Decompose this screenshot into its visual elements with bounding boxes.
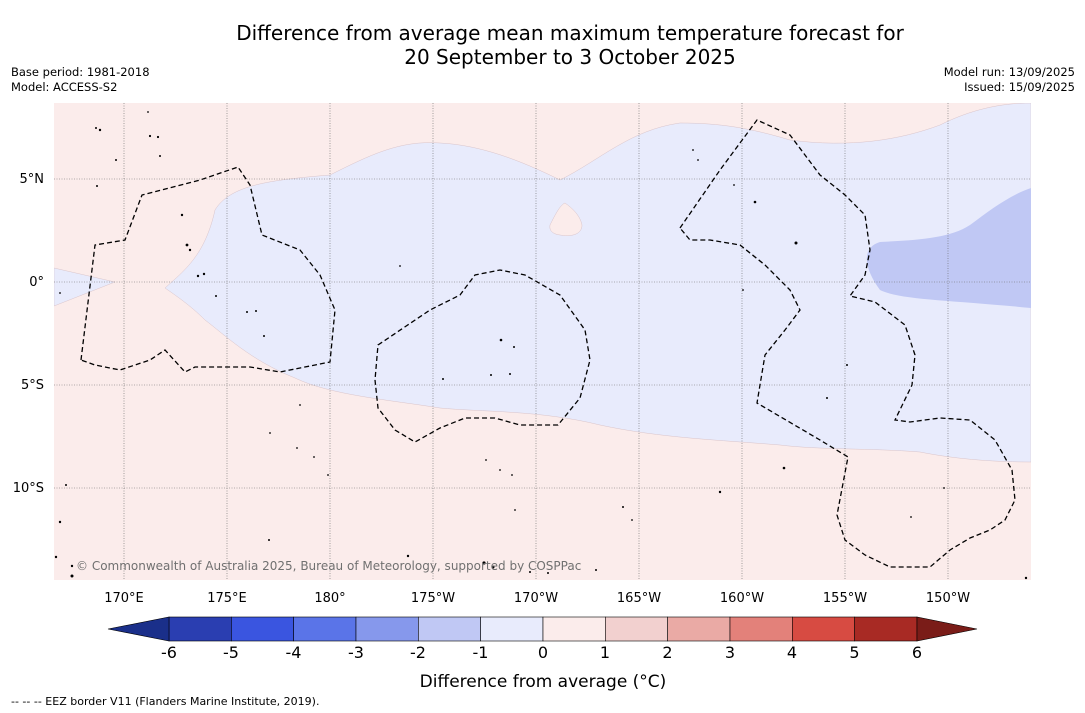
colorbar-bin	[605, 616, 668, 642]
colorbar-tick: 0	[538, 643, 548, 662]
colorbar-bin	[729, 616, 793, 642]
graticule	[54, 103, 1031, 580]
base-period: Base period: 1981-2018	[11, 65, 150, 79]
lon-label-175e: 175°E	[207, 591, 247, 606]
lon-label-160w: 160°W	[720, 591, 764, 606]
eez-border-phoenix	[374, 269, 591, 443]
lat-label-0: 0°	[29, 275, 44, 290]
lon-label-175w: 175°W	[411, 591, 455, 606]
lat-label-5n: 5°N	[20, 172, 45, 187]
colorbar-extend-high	[916, 616, 978, 642]
cool-anomaly-region	[54, 103, 1031, 463]
title-line-1: Difference from average mean maximum tem…	[236, 21, 904, 45]
colorbar-tick: 1	[600, 643, 610, 662]
colorbar-bin	[168, 616, 232, 642]
meta-left: Base period: 1981-2018 Model: ACCESS-S2	[11, 65, 150, 95]
colorbar-tick: -5	[223, 643, 239, 662]
colorbar-tick: -6	[161, 643, 177, 662]
colorbar-tick: 5	[849, 643, 859, 662]
colorbar-title: Difference from average (°C)	[420, 672, 667, 692]
lat-label-10s: 10°S	[13, 481, 44, 496]
eez-borders	[80, 119, 1016, 568]
eez-legend-note: -- -- -- EEZ border V11 (Flanders Marine…	[11, 695, 320, 708]
colorbar-tick: 3	[725, 643, 735, 662]
colorbar-bin	[542, 616, 606, 642]
colorbar-tick: 4	[787, 643, 797, 662]
colorbar-extend-low	[107, 616, 170, 642]
colorbar-tick: 2	[662, 643, 672, 662]
colorbar-tick: -1	[473, 643, 489, 662]
colorbar-tick: 6	[912, 643, 922, 662]
colorbar-bin	[792, 616, 855, 642]
model-name: Model: ACCESS-S2	[11, 80, 118, 94]
lat-label-5s: 5°S	[21, 378, 44, 393]
lon-label-170w: 170°W	[514, 591, 558, 606]
island-dots	[54, 111, 1028, 580]
colorbar-bin	[293, 616, 357, 642]
colorbar-tick: -2	[410, 643, 426, 662]
cooler-anomaly-region	[866, 188, 1031, 308]
copyright-text: © Commonwealth of Australia 2025, Bureau…	[76, 559, 581, 573]
colorbar-tick: -4	[286, 643, 302, 662]
colorbar-bin	[667, 616, 731, 642]
colorbar-bin	[231, 616, 294, 642]
lon-label-165w: 165°W	[617, 591, 661, 606]
colorbar-bin	[854, 616, 918, 642]
lon-label-170e: 170°E	[104, 591, 144, 606]
lon-label-150w: 150°W	[926, 591, 970, 606]
title-line-2: 20 September to 3 October 2025	[404, 45, 736, 69]
eez-border-tuvalu	[80, 166, 336, 373]
model-run: Model run: 13/09/2025	[943, 65, 1075, 79]
colorbar-tick-labels: -6 -5 -4 -3 -2 -1 0 1 2 3 4 5 6	[161, 643, 922, 662]
meta-right: Model run: 13/09/2025 Issued: 15/09/2025	[944, 65, 1075, 95]
lon-label-155w: 155°W	[823, 591, 867, 606]
colorbar-bin	[355, 616, 419, 642]
colorbar-bin	[480, 616, 544, 642]
colorbar	[107, 616, 978, 642]
issued-date: Issued: 15/09/2025	[964, 80, 1075, 94]
eez-border-line-islands	[679, 119, 1016, 568]
warm-anomaly-patch	[549, 202, 583, 236]
colorbar-bin	[418, 616, 481, 642]
map-title: Difference from average mean maximum tem…	[0, 21, 1085, 69]
colorbar-tick: -3	[348, 643, 364, 662]
lon-label-180: 180°	[314, 591, 345, 606]
